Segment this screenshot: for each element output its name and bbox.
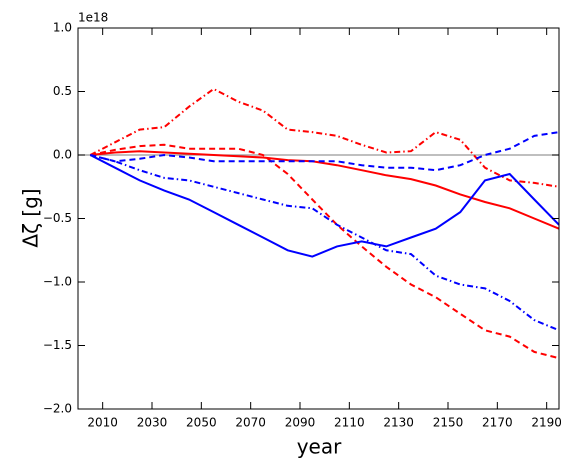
series-line — [89, 87, 560, 188]
series-line — [90, 154, 560, 332]
y-axis-label: Δζ [g] — [19, 188, 43, 247]
x-tick-label: 2010 — [87, 416, 118, 430]
y-tick-label: −1.0 — [43, 275, 72, 289]
x-tick-label: 2030 — [137, 416, 168, 430]
x-tick-label: 2110 — [334, 416, 365, 430]
x-tick-label: 2150 — [433, 416, 464, 430]
x-tick-label: 2190 — [531, 416, 561, 430]
y-tick-label: −2.0 — [43, 402, 72, 416]
x-tick-label: 2090 — [285, 416, 316, 430]
y-tick-label: 0.0 — [53, 148, 72, 162]
series-line — [90, 150, 560, 230]
y-tick-label: 0.5 — [53, 84, 72, 98]
x-tick-label: 2170 — [482, 416, 513, 430]
series-line — [89, 154, 560, 258]
x-tick-label: 2070 — [235, 416, 266, 430]
x-tick-label: 2050 — [186, 416, 217, 430]
series-line — [90, 143, 560, 360]
y-tick-label: 1.0 — [53, 21, 72, 35]
y-tick-label: −0.5 — [43, 211, 72, 225]
series-line — [90, 131, 560, 172]
x-tick-label: 2130 — [383, 416, 414, 430]
y-tick-label: −1.5 — [43, 338, 72, 352]
offset-text: 1e18 — [78, 11, 108, 25]
x-axis-label: year — [297, 435, 342, 459]
plot-frame — [77, 27, 560, 410]
